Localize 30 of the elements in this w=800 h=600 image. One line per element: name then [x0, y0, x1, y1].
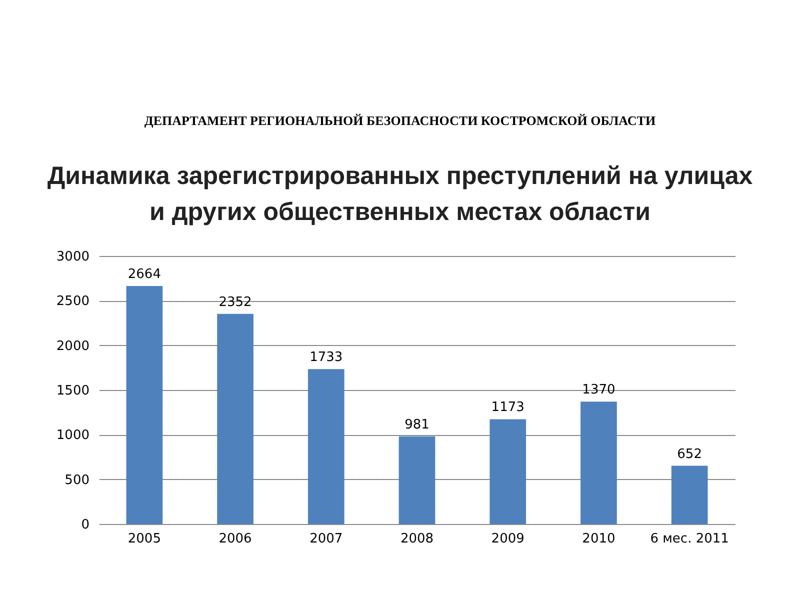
bar — [126, 286, 163, 524]
x-tick-label: 2007 — [310, 532, 343, 546]
x-tick-label: 2009 — [491, 532, 524, 546]
x-tick-label: 2006 — [218, 532, 252, 546]
x-tick-label: 2005 — [128, 532, 161, 546]
x-tick-label: 6 мес. 2011 — [650, 532, 729, 546]
chart-title: Динамика зарегистрированных преступлений на улицах и других общественных местах области — [46, 161, 754, 228]
y-tick-label: 2000 — [56, 338, 90, 354]
data-label: 652 — [677, 446, 702, 462]
data-label: 2664 — [128, 267, 161, 282]
y-tick-label: 2500 — [56, 294, 90, 310]
data-label: 1370 — [582, 382, 616, 398]
data-label: 1733 — [310, 350, 343, 366]
data-label: 981 — [404, 417, 430, 432]
y-tick-label: 0 — [81, 518, 90, 532]
x-tick-label: 2010 — [582, 532, 616, 546]
y-tick-label: 1500 — [56, 384, 90, 398]
bar — [580, 402, 617, 524]
bar — [671, 466, 708, 524]
y-tick-label: 500 — [64, 472, 90, 488]
bar — [490, 419, 526, 524]
y-tick-label: 1000 — [56, 428, 90, 444]
y-tick-label: 3000 — [56, 250, 90, 264]
chart-subtitle: ДЕПАРТАМЕНТ РЕГИОНАЛЬНОЙ БЕЗОПАСНОСТИ КОСТРОМСКОЙ ОБЛАСТИ — [143, 113, 657, 129]
bar — [217, 314, 254, 524]
bar — [308, 369, 344, 524]
data-label: 2352 — [218, 294, 252, 310]
x-tick-label: 2008 — [400, 532, 434, 546]
data-label: 1173 — [491, 400, 524, 416]
bar — [398, 436, 436, 524]
